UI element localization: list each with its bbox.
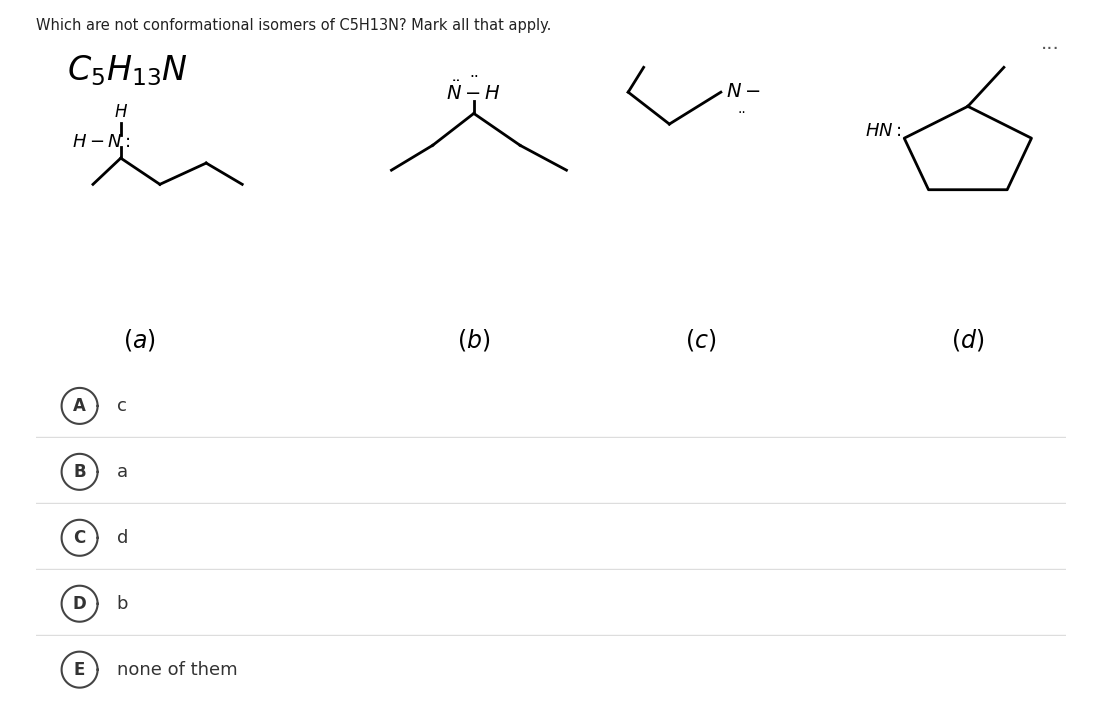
Text: $\mathit{C_5H_{13}N}$: $\mathit{C_5H_{13}N}$ bbox=[67, 53, 188, 88]
Text: $\mathit{N-}$: $\mathit{N-}$ bbox=[726, 83, 760, 101]
Text: $\mathit{(b)}$: $\mathit{(b)}$ bbox=[457, 328, 490, 353]
Text: $\mathit{\ddot{N}-H}$: $\mathit{\ddot{N}-H}$ bbox=[446, 80, 501, 104]
Text: c: c bbox=[117, 397, 127, 415]
Text: $\mathit{H}$: $\mathit{H}$ bbox=[114, 104, 128, 121]
Text: ··: ·· bbox=[469, 70, 478, 86]
Text: ···: ··· bbox=[1040, 40, 1059, 59]
Text: $\mathit{(c)}$: $\mathit{(c)}$ bbox=[684, 328, 716, 353]
Text: $\mathit{H-N:}$: $\mathit{H-N:}$ bbox=[73, 133, 131, 151]
Text: ··: ·· bbox=[737, 106, 746, 121]
Text: $\mathit{HN:}$: $\mathit{HN:}$ bbox=[865, 122, 901, 140]
Text: d: d bbox=[117, 529, 128, 547]
Text: b: b bbox=[117, 595, 128, 613]
Text: $\mathit{(d)}$: $\mathit{(d)}$ bbox=[951, 328, 984, 353]
Text: $\mathit{(a)}$: $\mathit{(a)}$ bbox=[123, 328, 155, 353]
Text: none of them: none of them bbox=[117, 661, 237, 679]
Text: D: D bbox=[73, 595, 86, 613]
Text: A: A bbox=[73, 397, 86, 415]
Text: a: a bbox=[117, 463, 128, 481]
Text: Which are not conformational isomers of C5H13N? Mark all that apply.: Which are not conformational isomers of … bbox=[36, 18, 552, 33]
Text: C: C bbox=[74, 529, 86, 547]
Text: E: E bbox=[74, 661, 85, 679]
Text: B: B bbox=[73, 463, 86, 481]
